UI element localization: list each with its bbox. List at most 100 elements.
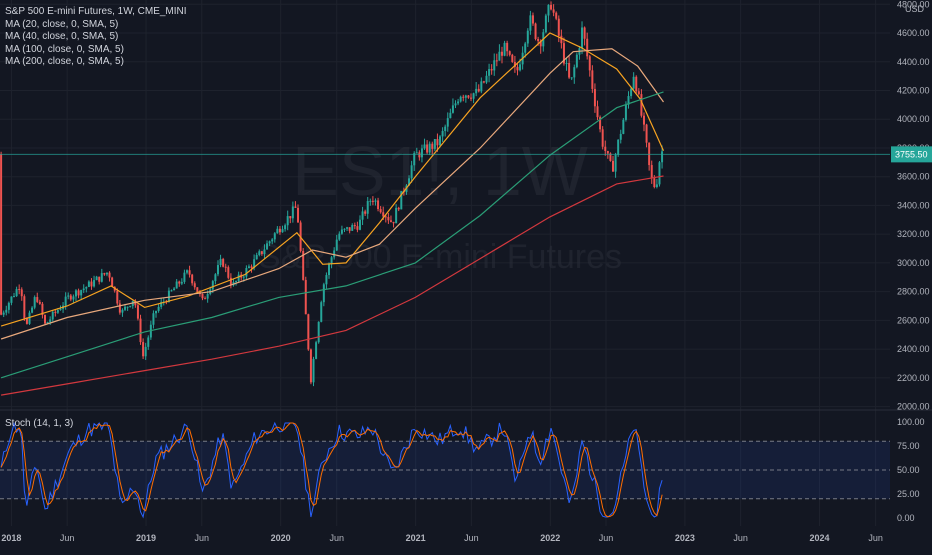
candle-body: [330, 257, 333, 265]
candle-body: [420, 148, 423, 158]
candle-body: [41, 303, 44, 316]
candle-body: [245, 268, 248, 277]
candle-body: [488, 69, 491, 76]
candle-body: [291, 206, 294, 219]
candle-body: [289, 216, 292, 219]
candle-body: [111, 277, 114, 287]
candle-body: [470, 97, 473, 99]
candle-body: [583, 27, 586, 39]
candle-body: [472, 93, 475, 99]
stoch-legend[interactable]: Stoch (14, 1, 3): [5, 418, 74, 429]
candle-body: [98, 276, 101, 282]
candle-body: [451, 105, 454, 113]
candle-body: [570, 77, 573, 79]
price-tick-label: 3000.00: [897, 258, 930, 268]
candle-body: [33, 297, 36, 308]
candle-body: [346, 227, 349, 229]
candle-body: [90, 281, 93, 287]
ma-line-ma-20: [0, 32, 665, 327]
candle-body: [382, 212, 385, 217]
candle-body: [294, 206, 297, 208]
time-tick-label: 2020: [271, 533, 291, 543]
candle-body: [235, 281, 238, 283]
candle-body: [170, 290, 173, 292]
candle-body: [273, 233, 276, 240]
candle-body: [227, 267, 230, 278]
candle-body: [619, 133, 622, 140]
candle-body: [307, 314, 310, 350]
candle-body: [377, 200, 380, 210]
candle-body: [436, 139, 439, 146]
candle-body: [281, 229, 284, 233]
candle-body: [640, 94, 643, 116]
candle-body: [67, 295, 70, 297]
time-tick-label: Jun: [194, 533, 209, 543]
candle-body: [537, 38, 540, 42]
candle-body: [15, 289, 18, 297]
candle-body: [560, 35, 563, 44]
candle-body: [653, 178, 656, 188]
candle-body: [201, 294, 204, 299]
candle-body: [95, 276, 98, 281]
legend-ma-100[interactable]: MA (100, close, 0, SMA, 5): [5, 43, 124, 55]
candle-body: [312, 358, 315, 383]
candle-body: [508, 51, 511, 55]
candle-body: [284, 225, 287, 230]
candle-body: [389, 220, 392, 222]
time-tick-label: 2019: [136, 533, 156, 543]
candle-body: [562, 43, 565, 64]
time-tick-label: 2023: [675, 533, 695, 543]
candle-body: [7, 302, 10, 310]
candle-body: [121, 309, 124, 313]
time-tick-label: Jun: [868, 533, 883, 543]
candle-body: [72, 296, 75, 300]
candle-body: [82, 288, 85, 291]
candle-body: [604, 146, 607, 152]
candle-body: [591, 70, 594, 89]
candle-body: [550, 4, 553, 10]
time-tick-label: Jun: [329, 533, 344, 543]
candle-body: [204, 298, 207, 300]
candle-body: [126, 306, 129, 308]
candle-body: [59, 308, 62, 311]
candle-body: [193, 283, 196, 288]
candle-body: [335, 239, 338, 251]
candle-body: [588, 56, 591, 71]
candle-body: [116, 290, 119, 304]
price-tick-label: 4400.00: [897, 57, 930, 67]
candle-body: [152, 313, 155, 325]
candle-body: [196, 287, 199, 293]
candle-body: [364, 211, 367, 214]
candle-body: [464, 95, 467, 98]
candle-body: [25, 318, 28, 324]
candle-body: [415, 152, 418, 154]
candle-body: [444, 126, 447, 131]
candle-body: [358, 219, 361, 230]
legend-ma-200[interactable]: MA (200, close, 0, SMA, 5): [5, 56, 124, 67]
candle-body: [139, 318, 142, 343]
legend-title[interactable]: S&P 500 E-mini Futures, 1W, CME_MINI: [5, 6, 187, 17]
candle-body: [467, 95, 470, 98]
candle-body: [118, 303, 121, 313]
candle-body: [255, 255, 258, 260]
candle-body: [206, 293, 209, 299]
candle-body: [614, 154, 617, 172]
candle-body: [519, 64, 522, 71]
price-tick-label: 2800.00: [897, 287, 930, 297]
candle-body: [586, 38, 589, 57]
candle-body: [482, 81, 485, 83]
candle-body: [531, 15, 534, 24]
candle-body: [175, 281, 178, 289]
legend-ma-20[interactable]: MA (20, close, 0, SMA, 5): [5, 18, 119, 30]
candle-body: [485, 75, 488, 83]
legend-ma-40[interactable]: MA (40, close, 0, SMA, 5): [5, 31, 119, 42]
candle-body: [247, 266, 250, 269]
candle-body: [397, 207, 400, 210]
candle-body: [36, 297, 39, 302]
price-tick-label: 2400.00: [897, 344, 930, 354]
candle-body: [0, 154, 3, 315]
candle-body: [108, 272, 111, 278]
candle-body: [573, 67, 576, 78]
candle-body: [160, 302, 163, 307]
